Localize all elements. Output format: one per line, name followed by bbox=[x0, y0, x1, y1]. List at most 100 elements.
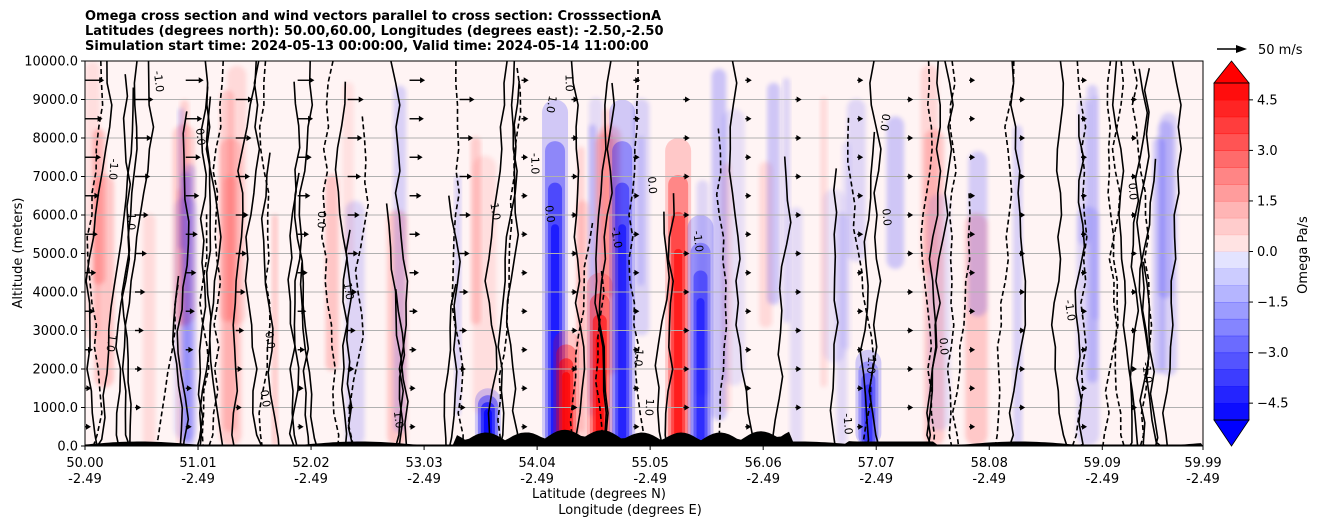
wind-vector bbox=[969, 269, 976, 276]
wind-vector bbox=[1131, 404, 1138, 411]
wind-vector bbox=[1019, 366, 1026, 372]
wind-vector bbox=[683, 96, 691, 103]
wind-vector bbox=[1081, 308, 1088, 315]
wind-vector bbox=[683, 289, 690, 295]
contour-label: 0.0 bbox=[877, 113, 892, 132]
colorbar-segment bbox=[1214, 386, 1249, 404]
contour-label: 1.0 bbox=[631, 348, 645, 367]
wind-vector bbox=[907, 289, 914, 295]
contour-line bbox=[628, 61, 645, 446]
wind-vector bbox=[683, 250, 690, 257]
contour-line bbox=[85, 61, 113, 446]
contour-label: -1.0 bbox=[690, 230, 706, 253]
contour-line bbox=[115, 61, 138, 446]
wind-vector bbox=[347, 96, 364, 103]
contour-label: 0.0 bbox=[645, 176, 659, 195]
wind-vector bbox=[347, 135, 363, 141]
omega-background-patch bbox=[782, 77, 791, 323]
wind-vector bbox=[571, 404, 578, 411]
contour-line bbox=[594, 270, 605, 446]
omega-background-patch bbox=[637, 136, 645, 286]
wind-vector bbox=[297, 308, 307, 315]
wind-vector bbox=[969, 231, 976, 238]
wind-vector bbox=[135, 250, 147, 257]
wind-vector bbox=[683, 366, 690, 372]
wind-vector bbox=[521, 346, 528, 353]
wind-vector bbox=[969, 385, 976, 392]
wind-vector bbox=[459, 327, 468, 334]
wind-vector bbox=[459, 212, 471, 218]
wind-vector bbox=[185, 423, 192, 430]
colorbar-tick-label: 0.0 bbox=[1257, 245, 1278, 260]
x-axis-label-lat: Latitude (degrees N) bbox=[532, 487, 666, 502]
wind-vector bbox=[85, 154, 101, 161]
contour-line bbox=[1008, 61, 1027, 446]
wind-vector bbox=[1081, 346, 1088, 353]
contour-line bbox=[1108, 61, 1125, 446]
wind-vector bbox=[135, 212, 149, 218]
wind-vector bbox=[1081, 192, 1088, 199]
wind-vector bbox=[571, 212, 578, 218]
wind-vector bbox=[745, 77, 752, 84]
colorbar-segment bbox=[1214, 99, 1249, 118]
wind-vector bbox=[185, 77, 204, 84]
wind-vector bbox=[907, 96, 914, 103]
wind-vector bbox=[857, 385, 864, 392]
wind-vector bbox=[521, 423, 528, 430]
colorbar-tick-label: 1.5 bbox=[1257, 194, 1278, 209]
wind-vector bbox=[85, 308, 95, 315]
omega-background-patch bbox=[472, 155, 497, 416]
wind-vector bbox=[135, 289, 146, 295]
y-tick-label: 1000.0 bbox=[33, 401, 79, 416]
wind-vector bbox=[1131, 366, 1138, 372]
omega-background-patch bbox=[223, 175, 237, 433]
wind-vector bbox=[1131, 96, 1138, 103]
wind-vector bbox=[795, 135, 802, 141]
x-tick-label-lon: -2.49 bbox=[972, 472, 1006, 487]
wind-vector bbox=[347, 173, 362, 180]
wind-vector bbox=[409, 231, 421, 238]
wind-vector bbox=[1019, 289, 1026, 295]
vector-key-arrowhead bbox=[1236, 45, 1247, 53]
contour-line bbox=[570, 61, 586, 446]
wind-vector bbox=[459, 173, 473, 180]
wind-vector bbox=[633, 308, 640, 315]
x-tick-label-lon: -2.49 bbox=[633, 472, 667, 487]
contour-label: -1.0 bbox=[1139, 361, 1155, 384]
wind-vector bbox=[969, 308, 976, 315]
title-line-1: Omega cross section and wind vectors par… bbox=[85, 9, 662, 24]
x-tick-label-lon: -2.49 bbox=[294, 472, 328, 487]
wind-vector bbox=[297, 385, 304, 392]
wind-vector bbox=[409, 385, 416, 392]
wind-vector bbox=[459, 404, 466, 411]
contour-line bbox=[1071, 61, 1088, 446]
wind-vector bbox=[409, 346, 417, 353]
contour-line bbox=[121, 74, 132, 446]
wind-vector bbox=[1019, 173, 1026, 180]
wind-vector bbox=[85, 77, 105, 84]
contour-line bbox=[390, 61, 409, 446]
wind-vector bbox=[135, 173, 151, 180]
x-tick-label-lat: 55.05 bbox=[632, 456, 669, 471]
x-axis-label-lon: Longitude (degrees E) bbox=[558, 503, 702, 518]
wind-vector bbox=[857, 269, 864, 276]
terrain-profile bbox=[85, 429, 1203, 446]
contour-line bbox=[946, 61, 957, 446]
contour-line bbox=[289, 61, 314, 446]
wind-vector bbox=[745, 231, 752, 238]
wind-vector bbox=[683, 212, 690, 218]
wind-vector bbox=[347, 289, 358, 295]
wind-vector bbox=[235, 289, 246, 295]
y-axis-label: Altitude (meters) bbox=[11, 198, 26, 309]
wind-vector bbox=[521, 385, 528, 392]
colorbar-tick-label: 4.5 bbox=[1257, 93, 1278, 108]
omega-feature-band bbox=[562, 372, 571, 446]
y-tick-label: 6000.0 bbox=[33, 209, 79, 224]
wind-vector bbox=[969, 77, 976, 84]
contour-line bbox=[1138, 158, 1157, 446]
x-tick-label-lon: -2.49 bbox=[181, 472, 215, 487]
x-tick-label-lat: 56.06 bbox=[745, 456, 782, 471]
x-tick-label-lon: -2.49 bbox=[407, 472, 441, 487]
wind-vector bbox=[297, 423, 304, 430]
wind-vector bbox=[795, 289, 802, 295]
